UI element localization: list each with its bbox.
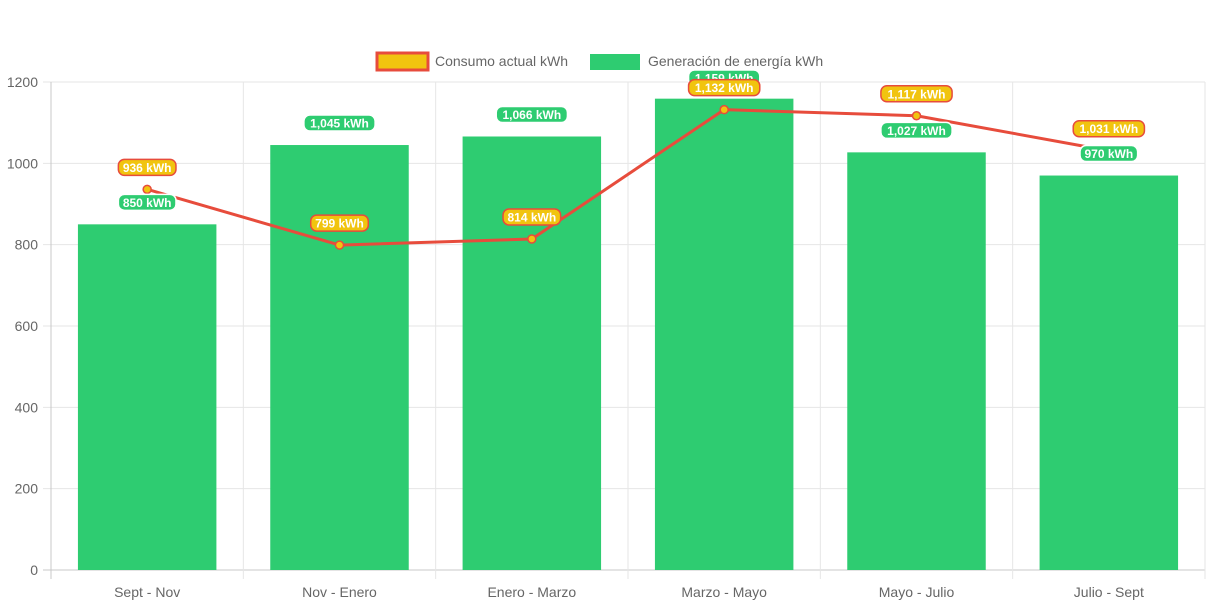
data-label: 970 kWh bbox=[1079, 144, 1139, 163]
svg-text:1,031 kWh: 1,031 kWh bbox=[1079, 122, 1138, 136]
x-tick-label: Nov - Enero bbox=[302, 584, 377, 600]
grid bbox=[43, 81, 1206, 579]
svg-text:936 kWh: 936 kWh bbox=[123, 161, 172, 175]
data-label: 1,027 kWh bbox=[880, 121, 953, 140]
x-tick-label: Enero - Marzo bbox=[487, 584, 576, 600]
line-point[interactable] bbox=[334, 240, 345, 250]
svg-text:1,027 kWh: 1,027 kWh bbox=[887, 124, 946, 138]
y-tick-label: 0 bbox=[30, 562, 38, 578]
legend-label-consumo[interactable]: Consumo actual kWh bbox=[435, 53, 568, 69]
svg-text:1,117 kWh: 1,117 kWh bbox=[887, 87, 945, 101]
legend-swatch-generacion[interactable] bbox=[590, 54, 640, 70]
svg-text:1,066 kWh: 1,066 kWh bbox=[502, 108, 561, 122]
x-tick-label: Marzo - Mayo bbox=[681, 584, 767, 600]
svg-text:1,045 kWh: 1,045 kWh bbox=[310, 117, 369, 131]
data-label: 1,045 kWh bbox=[303, 114, 376, 132]
bars bbox=[77, 98, 1179, 571]
bar[interactable] bbox=[654, 98, 794, 570]
svg-text:850 kWh: 850 kWh bbox=[123, 196, 172, 210]
bar[interactable] bbox=[462, 136, 602, 570]
y-tick-label: 200 bbox=[15, 481, 39, 497]
y-tick-label: 1000 bbox=[7, 155, 38, 171]
data-label: 1,031 kWh bbox=[1072, 119, 1146, 138]
y-axis: 0 200 400 600 800 1000 1200 bbox=[7, 74, 38, 578]
y-tick-label: 1200 bbox=[7, 74, 38, 90]
data-label: 936 kWh bbox=[117, 158, 177, 177]
legend-swatch-consumo[interactable] bbox=[375, 51, 430, 72]
x-axis: Sept - Nov Nov - Enero Enero - Marzo Marzo … bbox=[114, 584, 1144, 600]
bar[interactable] bbox=[847, 152, 986, 570]
y-tick-label: 400 bbox=[15, 399, 39, 415]
line-point[interactable] bbox=[142, 184, 152, 195]
data-label: 1,066 kWh bbox=[495, 105, 569, 124]
legend-label-generacion[interactable]: Generación de energía kWh bbox=[648, 53, 823, 69]
bar[interactable] bbox=[77, 224, 217, 571]
data-label: 850 kWh bbox=[117, 193, 177, 212]
data-label: 1,117 kWh bbox=[880, 85, 953, 103]
x-tick-label: Sept - Nov bbox=[114, 584, 180, 600]
svg-text:1,132 kWh: 1,132 kWh bbox=[695, 81, 754, 95]
series-line bbox=[146, 108, 1110, 247]
data-label: 799 kWh bbox=[309, 214, 370, 232]
svg-text:799 kWh: 799 kWh bbox=[315, 217, 364, 231]
svg-text:970 kWh: 970 kWh bbox=[1084, 147, 1133, 161]
line-point[interactable] bbox=[911, 111, 922, 121]
data-label: 814 kWh bbox=[502, 208, 562, 226]
svg-text:814 kWh: 814 kWh bbox=[507, 210, 556, 224]
data-label: 1,132 kWh bbox=[687, 78, 761, 97]
y-tick-label: 800 bbox=[15, 237, 39, 253]
y-tick-label: 600 bbox=[15, 318, 39, 334]
line-point[interactable] bbox=[527, 234, 537, 244]
legend: Consumo actual kWh Generación de energía… bbox=[375, 51, 823, 72]
x-tick-label: Julio - Sept bbox=[1074, 584, 1144, 600]
bar[interactable] bbox=[270, 145, 409, 571]
bar[interactable] bbox=[1039, 175, 1179, 571]
line-point[interactable] bbox=[719, 104, 729, 115]
x-tick-label: Mayo - Julio bbox=[879, 584, 955, 600]
